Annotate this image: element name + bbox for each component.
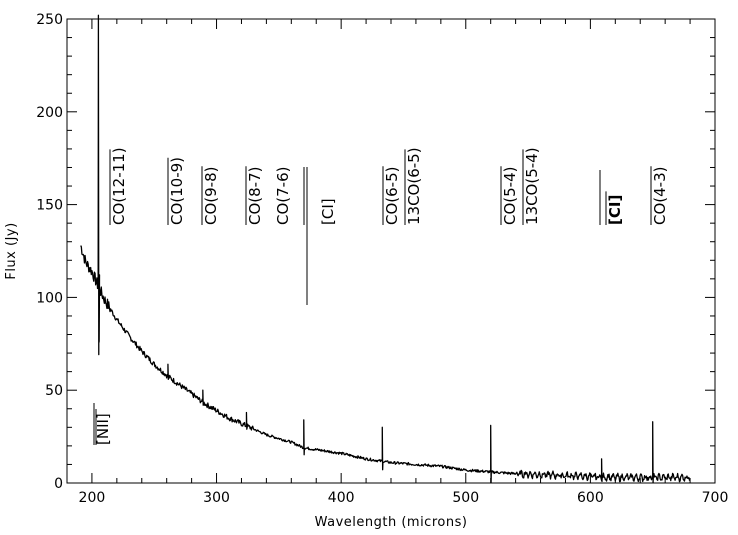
y-tick-label: 100 — [36, 290, 63, 306]
line-label: CO(6-5) — [383, 167, 401, 225]
y-axis-title: Flux (Jy) — [4, 222, 19, 279]
x-tick-label: 600 — [577, 490, 604, 506]
axis-ticks — [67, 18, 716, 484]
line-label: CO(5-4) — [501, 167, 519, 225]
line-label: 13CO(6-5) — [405, 147, 423, 225]
line-label: [CI] — [606, 195, 624, 225]
x-tick-label: 500 — [452, 490, 479, 506]
line-label: [NII] — [94, 413, 112, 445]
y-tick-labels: 0 50 100 150 200 250 — [36, 12, 63, 492]
x-tick-label: 400 — [328, 490, 355, 506]
line-label: CO(9-8) — [202, 167, 220, 225]
x-tick-label: 300 — [203, 490, 230, 506]
line-label: CO(8-7) — [246, 167, 264, 225]
y-tick-label: 150 — [36, 198, 63, 214]
x-tick-label: 700 — [702, 490, 729, 506]
y-tick-label: 50 — [45, 383, 63, 399]
y-tick-label: 0 — [54, 476, 63, 492]
y-tick-label: 250 — [36, 12, 63, 28]
line-label: [CI] — [319, 198, 337, 225]
x-axis-title: Wavelength (microns) — [315, 515, 468, 530]
plot-frame — [66, 18, 716, 484]
x-tick-labels: 200 300 400 500 600 700 — [79, 490, 729, 506]
line-label: CO(7-6) — [274, 167, 292, 225]
line-label: 13CO(5-4) — [523, 147, 541, 225]
line-label: CO(10-9) — [168, 157, 186, 225]
line-label: CO(4-3) — [651, 167, 669, 225]
x-tick-label: 200 — [79, 490, 106, 506]
line-label: CO(12-11) — [110, 147, 128, 225]
y-tick-label: 200 — [36, 105, 63, 121]
spectrum-line — [80, 14, 691, 484]
line-annotations: CO(12-11) CO(10-9) CO(9-8) CO(8-7) CO(7-6) [C… — [93, 147, 669, 445]
